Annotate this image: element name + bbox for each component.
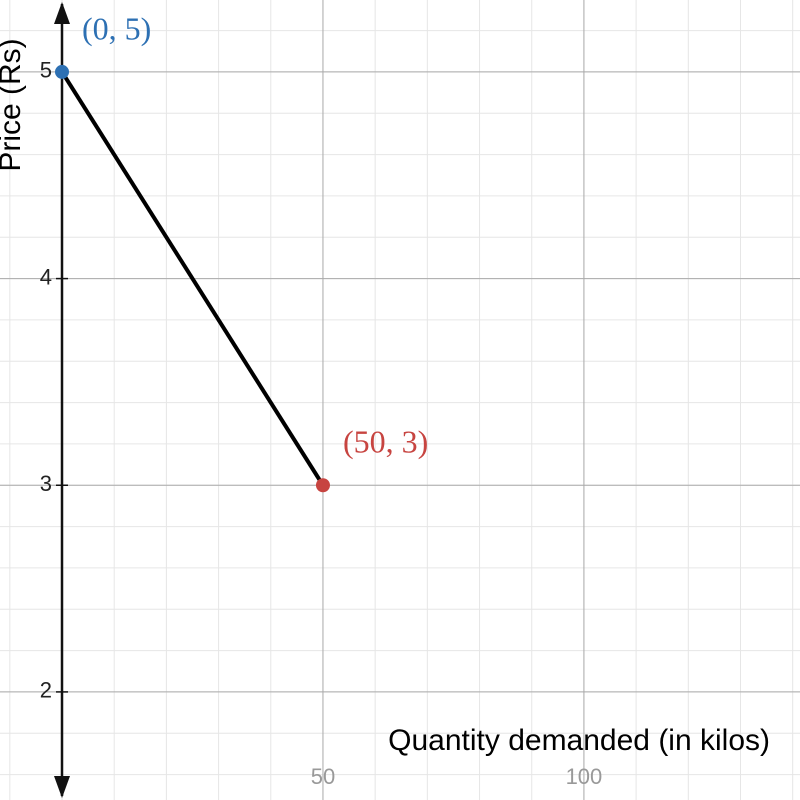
y-tick-label: 5	[40, 58, 52, 83]
axis-arrow	[54, 2, 71, 24]
y-tick-label: 4	[40, 264, 52, 289]
y-tick-label: 3	[40, 471, 52, 496]
y-axis-title: Price (Rs)	[0, 38, 27, 171]
axis-arrow	[54, 776, 71, 798]
x-tick-label: 100	[566, 764, 603, 789]
point	[55, 64, 70, 79]
y-tick-label: 2	[40, 678, 52, 703]
point	[315, 478, 330, 493]
x-tick-label: 50	[311, 764, 335, 789]
line	[60, 70, 325, 487]
point-label: (0, 5)	[82, 10, 151, 46]
point-label: (50, 3)	[343, 424, 428, 460]
x-axis-title: Quantity demanded (in kilos)	[388, 724, 770, 757]
